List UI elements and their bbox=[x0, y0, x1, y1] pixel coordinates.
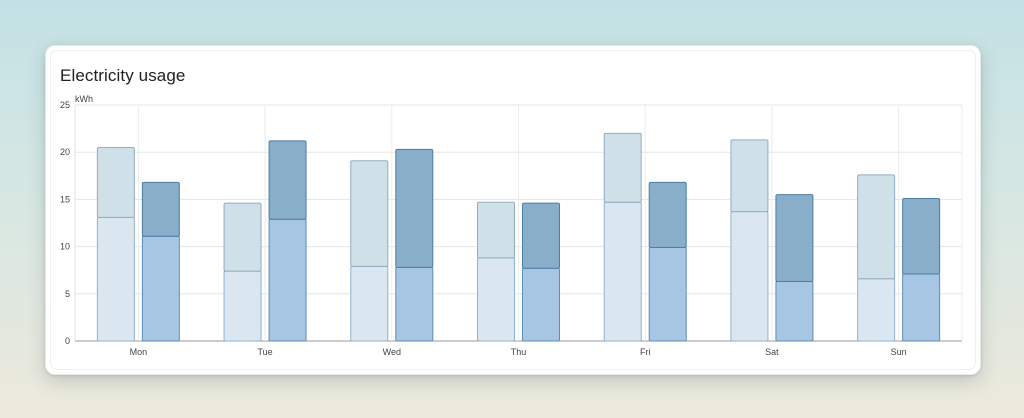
bar-second-wed-lower bbox=[395, 266, 434, 342]
bar-second-sat-upper bbox=[775, 194, 814, 283]
bar-second-sun-upper bbox=[902, 197, 941, 275]
x-tick-label-fri: Fri bbox=[640, 347, 651, 357]
bar-first-mon-lower bbox=[96, 216, 135, 342]
bar-second-wed-upper bbox=[395, 148, 434, 268]
x-tick-label-mon: Mon bbox=[130, 347, 148, 357]
bar-second-sun-lower bbox=[902, 273, 941, 342]
bar-first-tue-lower bbox=[223, 270, 262, 342]
bar-second-mon-upper bbox=[141, 181, 180, 237]
bar-second-fri-upper bbox=[648, 181, 687, 249]
x-tick-label-wed: Wed bbox=[383, 347, 401, 357]
bar-first-thu-lower bbox=[477, 257, 515, 342]
bar-first-fri-upper bbox=[603, 132, 642, 203]
bar-first-wed-upper bbox=[350, 160, 389, 267]
bar-first-wed-lower bbox=[350, 265, 389, 342]
y-tick-label: 15 bbox=[60, 194, 70, 204]
bar-first-mon-upper bbox=[96, 146, 135, 218]
bar-second-sat-lower bbox=[775, 281, 814, 342]
x-tick-label-thu: Thu bbox=[511, 347, 527, 357]
chart-bars bbox=[96, 132, 941, 342]
bar-first-sun-lower bbox=[857, 278, 896, 342]
bar-second-mon-lower bbox=[141, 235, 180, 342]
bar-second-thu-lower bbox=[522, 267, 560, 342]
bar-first-tue-upper bbox=[223, 202, 262, 272]
bar-first-sat-upper bbox=[730, 139, 769, 213]
y-tick-label: 20 bbox=[60, 147, 70, 157]
bar-first-sun-upper bbox=[857, 174, 896, 280]
y-tick-label: 10 bbox=[60, 242, 70, 252]
x-tick-label-tue: Tue bbox=[257, 347, 272, 357]
x-tick-label-sun: Sun bbox=[891, 347, 907, 357]
chart-axes: 0 5 10 15 20 25 Mon Tue Wed Thu Fri Sat Sun bbox=[60, 100, 907, 357]
chart-grid bbox=[74, 104, 963, 342]
y-tick-label: 5 bbox=[65, 289, 70, 299]
y-tick-label: 0 bbox=[65, 336, 70, 346]
bar-second-tue-upper bbox=[268, 140, 307, 220]
bar-second-fri-lower bbox=[648, 247, 687, 342]
bar-second-tue-lower bbox=[268, 218, 307, 342]
card-title: Electricity usage bbox=[60, 66, 186, 85]
bar-second-thu-upper bbox=[522, 202, 560, 269]
bar-first-fri-lower bbox=[603, 201, 642, 342]
chart-card-border bbox=[50, 50, 976, 370]
y-tick-label: 25 bbox=[60, 100, 70, 110]
x-tick-label-sat: Sat bbox=[765, 347, 779, 357]
y-axis-label: kWh bbox=[75, 94, 93, 104]
bar-first-thu-upper bbox=[477, 201, 515, 259]
bar-first-sat-lower bbox=[730, 211, 769, 342]
